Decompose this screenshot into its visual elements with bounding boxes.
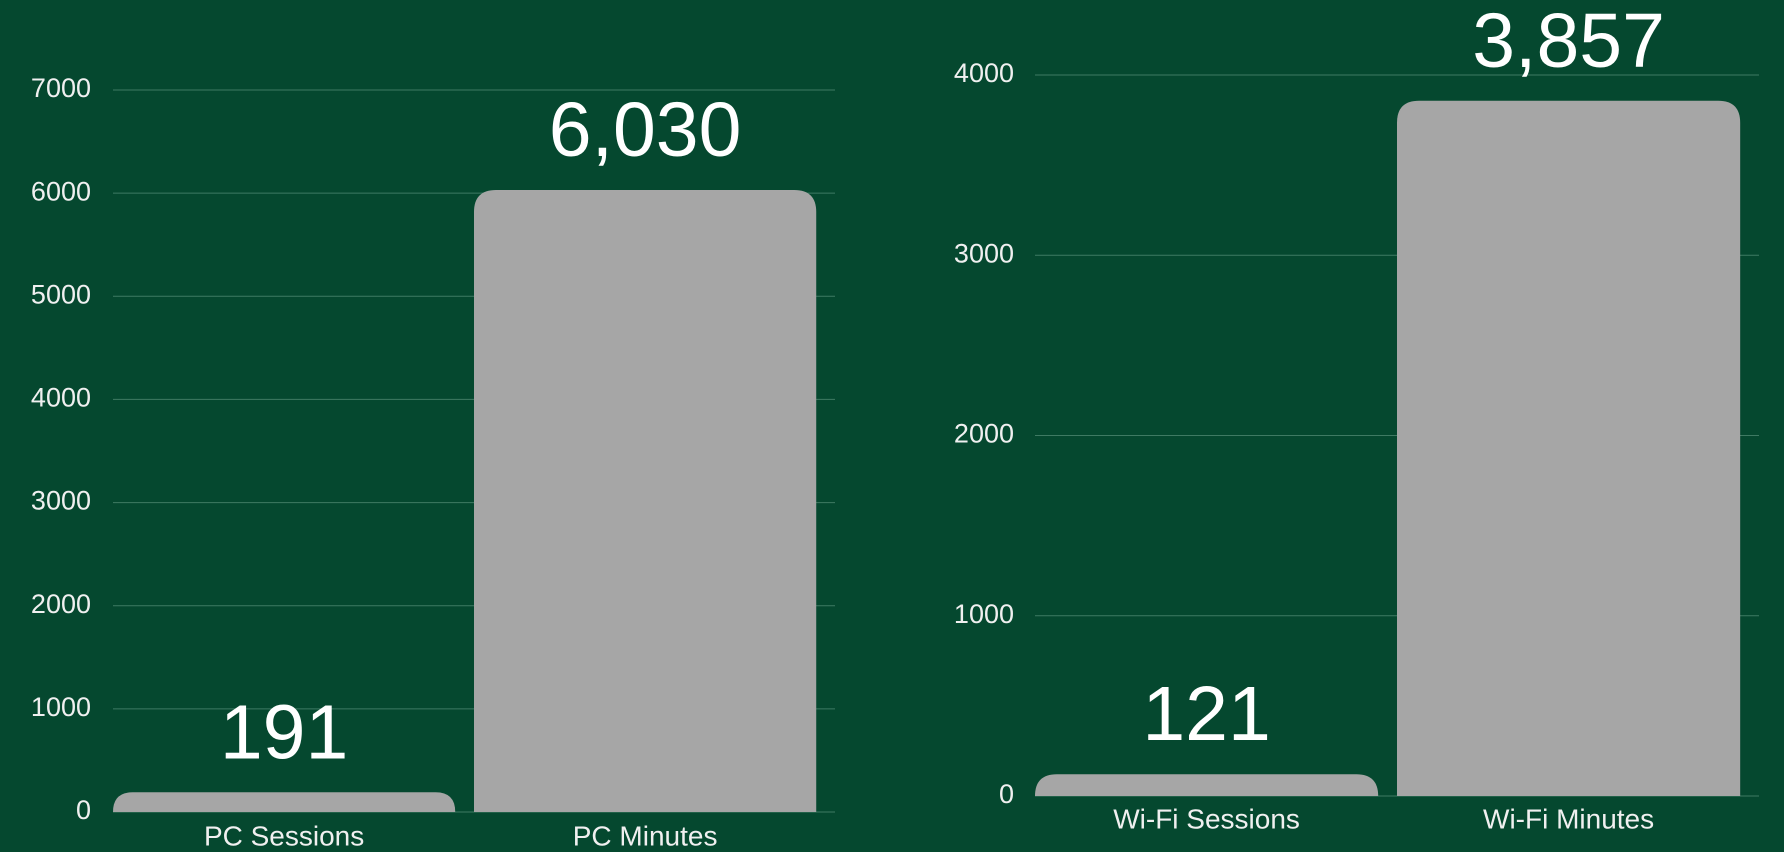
bar <box>113 792 456 812</box>
x-tick-label: PC Minutes <box>573 820 718 851</box>
y-tick-label: 4000 <box>954 58 1014 88</box>
y-tick-label: 0 <box>999 779 1014 809</box>
y-tick-label: 1000 <box>31 692 91 722</box>
y-tick-label: 2000 <box>954 419 1014 449</box>
value-label: 121 <box>1142 671 1270 757</box>
y-tick-label: 3000 <box>31 486 91 516</box>
x-tick-label: Wi-Fi Sessions <box>1113 803 1300 834</box>
y-tick-label: 7000 <box>31 73 91 103</box>
y-tick-label: 1000 <box>954 599 1014 629</box>
y-tick-label: 3000 <box>954 238 1014 268</box>
bar <box>474 190 817 812</box>
y-tick-label: 5000 <box>31 279 91 309</box>
bar <box>1035 774 1379 796</box>
y-tick-label: 0 <box>76 795 91 825</box>
value-label: 6,030 <box>549 87 742 173</box>
x-tick-label: Wi-Fi Minutes <box>1483 803 1654 834</box>
y-tick-label: 2000 <box>31 589 91 619</box>
value-label: 3,857 <box>1472 0 1665 84</box>
x-tick-label: PC Sessions <box>204 820 364 851</box>
y-tick-label: 4000 <box>31 383 91 413</box>
value-label: 191 <box>220 689 348 775</box>
bar <box>1397 100 1741 796</box>
y-tick-label: 6000 <box>31 176 91 206</box>
